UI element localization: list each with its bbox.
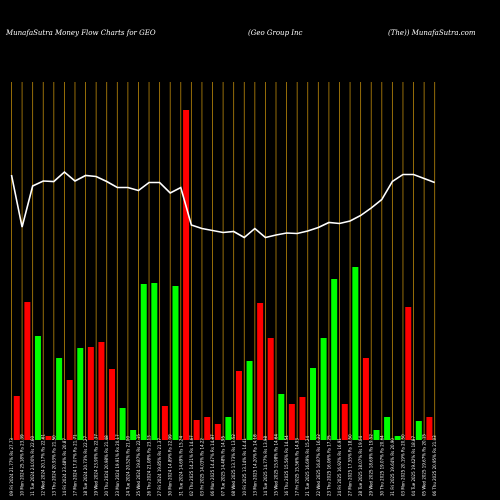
money-flow-bar	[331, 279, 338, 440]
money-flow-bar	[109, 369, 116, 440]
x-axis-tick-labels: 09 Fri 2024 21.77% Rs 27.73 10 Mon 2024 2…	[9, 434, 437, 496]
money-flow-bar	[161, 406, 168, 440]
money-flow-bar	[214, 424, 221, 440]
money-flow-bar	[172, 286, 179, 440]
money-flow-bar	[362, 358, 369, 440]
x-tick-label: 29 Wed 2025 18.69% Rs 19.52	[369, 434, 374, 496]
x-tick-label: 04 Tue 2025 19.42% Rs 18.87	[411, 436, 416, 496]
money-flow-bar	[130, 430, 137, 440]
x-tick-label: 30 Thu 2025 19.07% Rs 20.64	[379, 435, 384, 496]
money-flow-bar	[267, 338, 274, 440]
x-tick-label: 12 Wed 2024 20.17% Rs 22.61	[41, 434, 46, 496]
money-flow-bar	[405, 307, 412, 440]
x-tick-label: 20 Thu 2024 20.98% Rs 21.48	[104, 435, 109, 496]
money-flow-bar	[225, 417, 232, 440]
x-tick-label: 10 Mon 2024 25.18% Rs 23.39	[20, 434, 25, 496]
x-tick-label: 13 Mon 2025 14.20% Rs 14.18	[252, 434, 257, 496]
x-tick-label: 18 Tue 2024 20.73% Rs 22.27	[83, 436, 88, 496]
x-tick-label: 19 Wed 2024 23.90% Rs 22.37	[94, 434, 99, 496]
price-line	[10, 170, 435, 239]
money-flow-bar	[87, 347, 94, 440]
money-flow-bar	[426, 417, 433, 440]
x-tick-label: 31 Tue 2024 14.69% Rs 15.24	[178, 436, 183, 496]
money-flow-bar	[34, 336, 41, 440]
money-flow-bar	[278, 394, 285, 440]
x-tick-label: 28 Tue 2025 18.07% Rs 19.04	[358, 436, 363, 496]
money-flow-bar	[45, 436, 52, 440]
x-tick-label: 23 Thu 2025 16.06% Rs 17.25	[326, 435, 331, 496]
money-flow-bar	[193, 420, 200, 440]
x-tick-label: 08 Wed 2025 13.73% Rs 13.52	[231, 434, 236, 496]
x-tick-label: 22 Wed 2025 16.87% Rs 16.22	[316, 434, 321, 496]
money-flow-bar	[77, 348, 84, 440]
x-tick-label: 07 Tue 2025 14.48% Rs 14.95	[221, 436, 226, 496]
money-flow-bar	[119, 408, 126, 440]
x-tick-label: 03 Mon 2025 20.19% Rs 20.50	[400, 434, 405, 496]
x-tick-label: 21 Tue 2025 16.69% Rs 15.24	[305, 436, 310, 496]
chart-company-name: (Geo Group Inc	[248, 29, 303, 37]
money-flow-bar	[257, 303, 264, 440]
money-flow-bar	[341, 404, 348, 440]
money-flow-bar	[13, 396, 20, 440]
x-tick-label: 27 Mon 2025 17.55% Rs 18.50	[348, 434, 353, 496]
x-tick-label: 16 Thu 2025 15.56% Rs 14.54	[284, 435, 289, 496]
money-flow-bar	[320, 338, 327, 440]
x-tick-label: 05 Wed 2025 19.67% Rs 20.15	[422, 434, 427, 496]
money-flow-bar	[98, 342, 105, 440]
x-tick-label: 11 Tue 2024 24.00% Rs 22.60	[30, 436, 35, 496]
money-flow-bar	[384, 417, 391, 440]
money-flow-bars	[13, 110, 433, 440]
x-tick-label: 15 Wed 2025 15.98% Rs 14.64	[274, 434, 279, 496]
x-tick-label: 06 Mon 2025 14.47% Rs 14.87	[210, 434, 215, 496]
money-flow-bar	[235, 371, 242, 440]
x-tick-label: 06 Thu 2025 20.95% Rs 21.03	[432, 435, 437, 496]
x-tick-label: 25 Wed 2024 19.87% Rs 22.15	[136, 434, 141, 496]
x-tick-label: 13 Thu 2024 20.93% Rs 21.50	[51, 435, 56, 496]
money-flow-bar	[246, 361, 253, 440]
money-flow-bar	[183, 110, 190, 440]
x-tick-label: 14 Tue 2025 14.77% Rs 13.98	[263, 436, 268, 496]
x-tick-label: 10 Fri 2025 13.14% Rs 14.41	[242, 438, 247, 496]
x-tick-label: 14 Fri 2024 23.48% Rs 20.87	[62, 438, 67, 496]
vertical-gridlines	[11, 82, 436, 440]
x-tick-label: 02 Thu 2025 14.21% Rs 14.67	[189, 435, 194, 496]
x-tick-label: 03 Fri 2025 14.03% Rs 14.22	[199, 438, 204, 496]
x-tick-label: 24 Tue 2024 20.52% Rs 21.00	[125, 436, 130, 496]
x-tick-label: 09 Fri 2024 21.77% Rs 27.73	[9, 438, 14, 496]
chart-site-credit: (The)) MunafaSutra.com	[388, 29, 476, 37]
money-flow-bar	[24, 302, 31, 440]
price-line-layer	[10, 170, 435, 239]
money-flow-bar	[66, 380, 73, 440]
money-flow-bar	[352, 267, 359, 440]
x-tick-label: 27 Fri 2024 19.85% Rs 21.37	[157, 438, 162, 496]
money-flow-bar	[151, 283, 158, 440]
x-tick-label: 17 Fri 2025 15.56% Rs 14.93	[295, 438, 300, 496]
money-flow-bar	[310, 368, 317, 440]
x-tick-label: 23 Mon 2024 19.91% Rs 20.17	[115, 434, 120, 496]
money-flow-bar	[204, 417, 211, 440]
money-flow-bar	[394, 436, 401, 440]
money-flow-bar	[299, 397, 306, 440]
x-tick-label: 26 Thu 2024 21.08% Rs 23.13	[147, 435, 152, 496]
money-flow-bar	[288, 404, 295, 440]
x-tick-label: 17 Mon 2024 17.07% Rs 21.71	[72, 434, 77, 496]
chart-title: MunafaSutra Money Flow Charts for GEO	[5, 29, 156, 37]
money-flow-bar	[56, 358, 63, 440]
x-tick-label: 24 Fri 2025 16.92% Rs 16.91	[337, 438, 342, 496]
x-tick-label: 31 Fri 2025 19.64% Rs 20.90	[390, 438, 395, 496]
money-flow-bar	[140, 284, 147, 440]
money-flow-bar	[415, 421, 422, 440]
x-tick-label: 30 Mon 2024 14.89% Rs 22.99	[168, 434, 173, 496]
money-flow-bar	[373, 430, 380, 440]
